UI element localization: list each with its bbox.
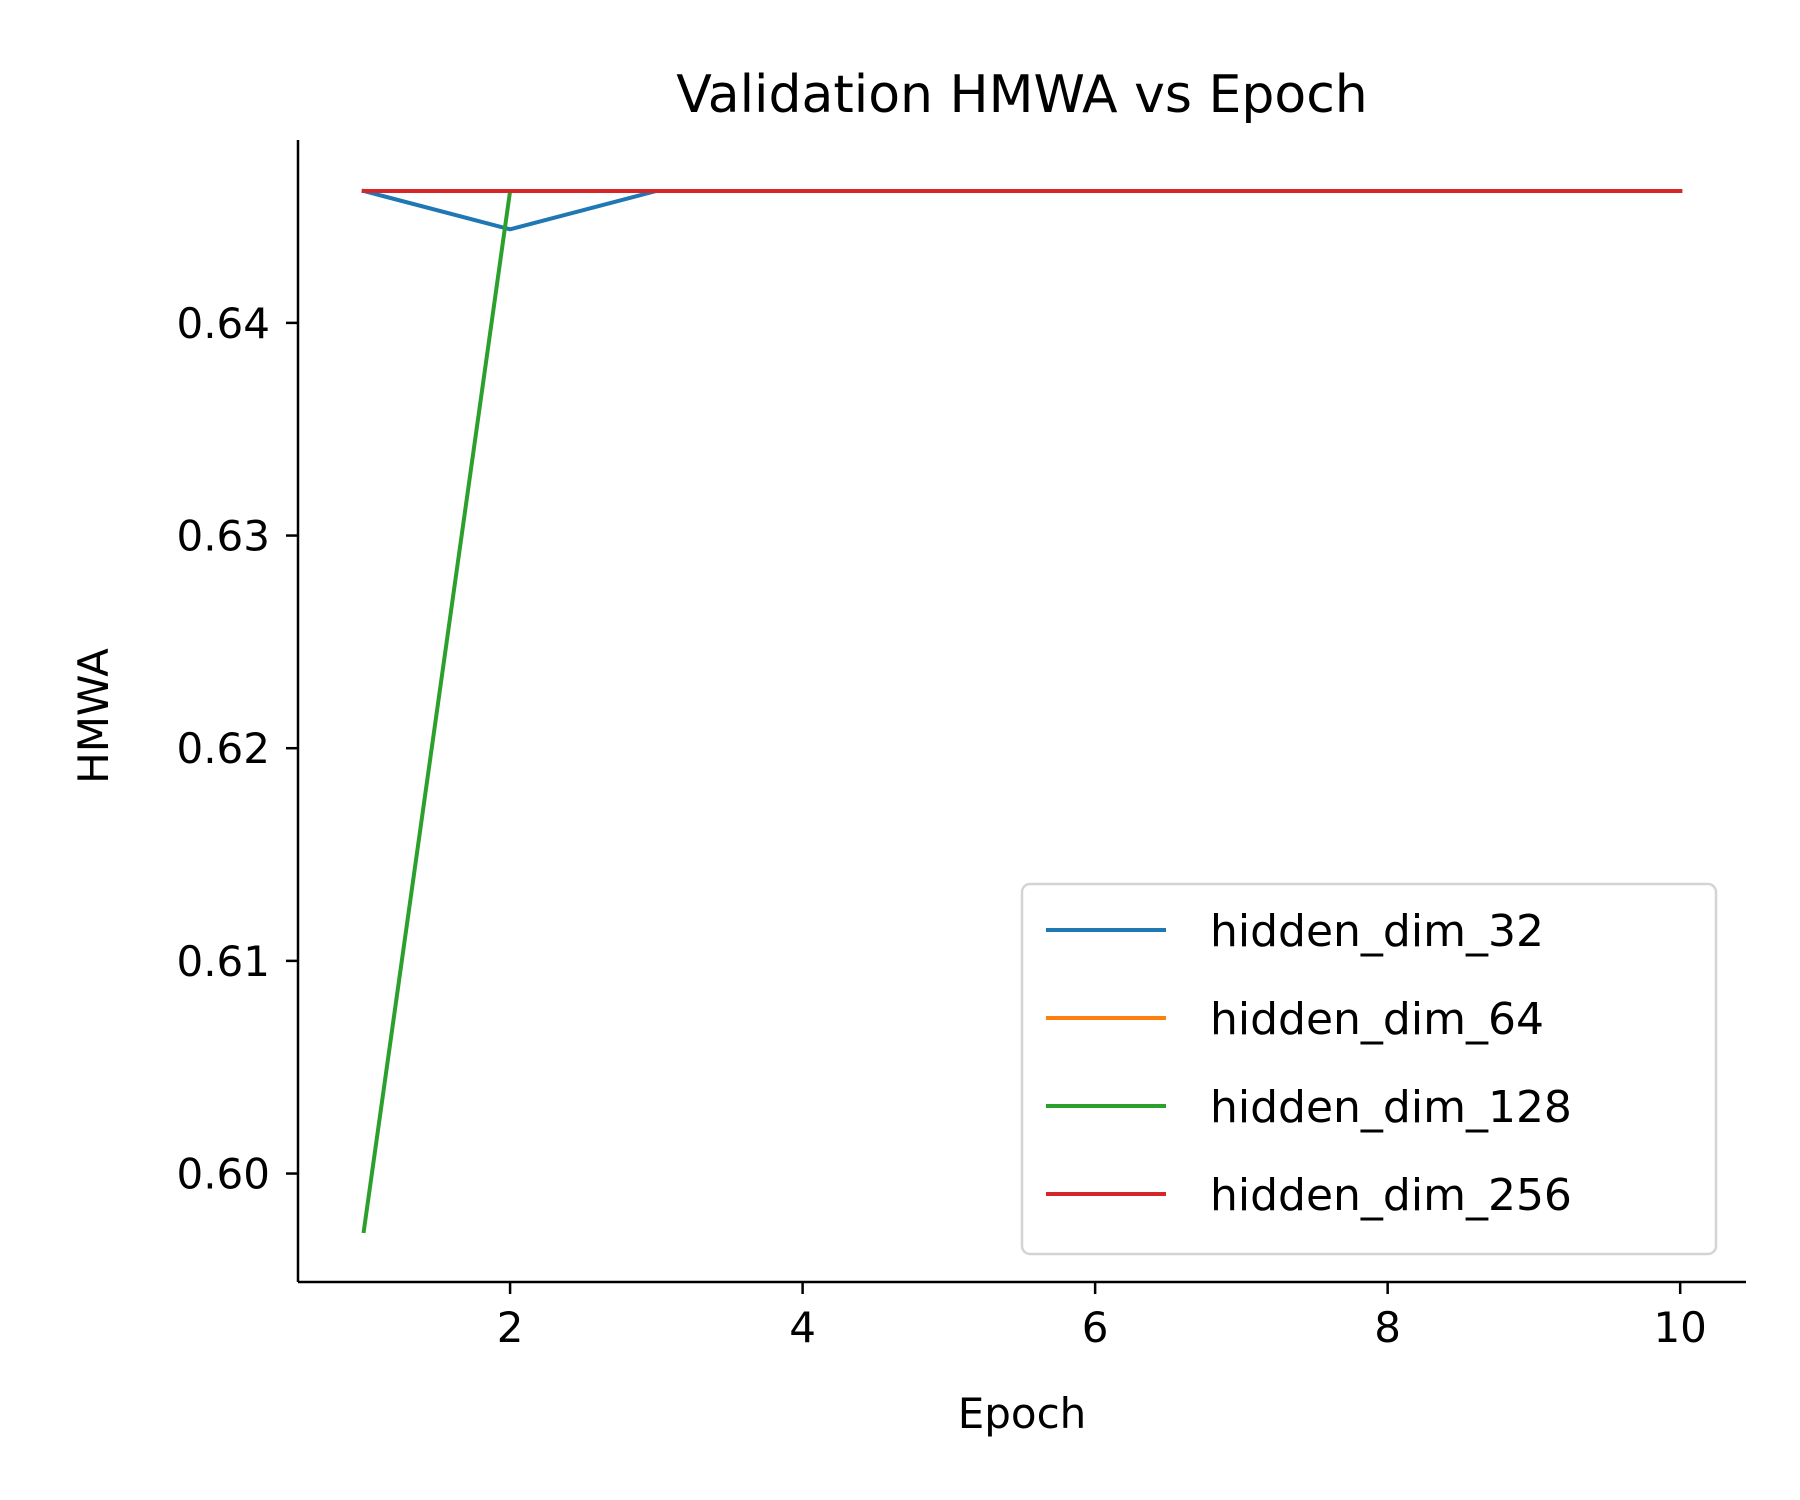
x-tick-label: 10 — [1653, 1303, 1706, 1352]
x-tick-label: 4 — [789, 1303, 816, 1352]
x-tick-label: 6 — [1082, 1303, 1109, 1352]
legend: hidden_dim_32 hidden_dim_64 hidden_dim_128… — [1020, 882, 1718, 1256]
y-tick-label: 0.63 — [176, 512, 270, 561]
legend-label: hidden_dim_32 — [1210, 906, 1544, 957]
x-tick-label: 8 — [1374, 1303, 1401, 1352]
legend-label: hidden_dim_128 — [1210, 1082, 1572, 1133]
y-tick-label: 0.64 — [176, 299, 270, 348]
x-ticks: 2 4 6 8 10 — [497, 1282, 1707, 1352]
y-axis-label: HMWA — [69, 648, 118, 784]
y-tick-label: 0.62 — [176, 724, 270, 773]
y-tick-label: 0.61 — [176, 937, 270, 986]
legend-frame — [1020, 882, 1718, 1256]
y-ticks: 0.60 0.61 0.62 0.63 0.64 — [176, 299, 298, 1199]
series-group — [361, 188, 1683, 1234]
x-tick-label: 2 — [497, 1303, 524, 1352]
y-tick-label: 0.60 — [176, 1150, 270, 1199]
legend-label: hidden_dim_64 — [1210, 994, 1544, 1045]
legend-label: hidden_dim_256 — [1210, 1170, 1572, 1221]
legend-items: hidden_dim_32 hidden_dim_64 hidden_dim_128… — [1046, 906, 1572, 1221]
x-axis-label: Epoch — [958, 1389, 1087, 1438]
chart-title: Validation HMWA vs Epoch — [676, 65, 1368, 125]
